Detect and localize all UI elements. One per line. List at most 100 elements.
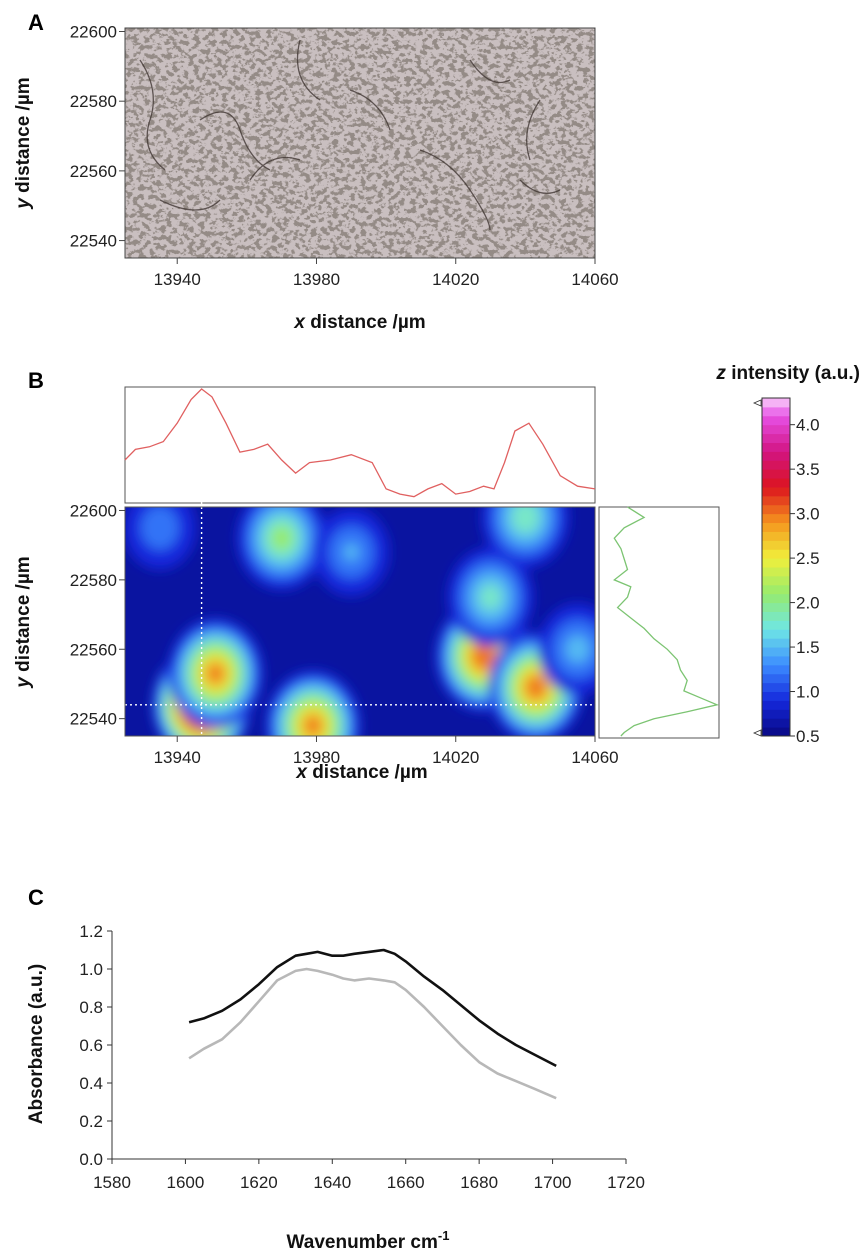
y-tick-label: 22540 [70,710,117,729]
heatmap-contour [207,664,224,683]
colorbar-band [762,620,790,630]
colorbar: z intensity (a.u.) 4.0 3.5 3.0 2.5 2.0 1.5 1.0… [715,363,860,746]
x-profile-line [124,388,596,498]
panel-b-y-axis-label: y distance /µm [13,556,34,688]
panel-a-x-axis-label: x distance /µm [293,312,425,333]
y-tick-label: 22580 [70,92,117,111]
colorbar-band [762,700,790,710]
x-tick-label: 13940 [154,270,201,289]
colorbar-band [762,406,790,417]
colorbar-band [762,727,790,737]
colorbar-band [762,575,790,586]
colorbar-band [762,549,790,559]
x-tick-label: 14020 [432,748,479,767]
x-tick-label: 13980 [293,270,340,289]
heatmap-contour [343,543,359,561]
y-tick-label: 22540 [70,232,117,251]
x-tick-label: 14060 [571,270,618,289]
colorbar-band [762,558,790,568]
colorbar-band [762,486,790,497]
heatmap-contour [479,584,502,611]
x-tick-label: 13940 [154,748,201,767]
panel-b-x-axis-label: x distance /µm [295,762,427,783]
colorbar-band [762,522,790,532]
colorbar-band [762,709,790,719]
heatmap-contour [526,676,546,699]
y-tick-label: 1.0 [79,960,103,979]
colorbar-min-marker [752,729,762,737]
x-tick-label: 1580 [93,1173,131,1192]
colorbar-band [762,584,790,595]
x-tick-label: 1720 [607,1173,645,1192]
y-tick-label: 22600 [70,501,117,520]
colorbar-tick-label: 0.5 [796,727,820,746]
y-profile-plot [598,506,720,739]
x-tick-label: 1660 [387,1173,425,1192]
colorbar-band [762,415,790,426]
colorbar-band [762,682,790,693]
panel-b-label: B [28,368,44,393]
colorbar-band [762,718,790,728]
colorbar-band [762,424,790,435]
heatmap-contour [472,643,495,670]
heatmap-contour [565,635,590,664]
colorbar-band [762,673,790,684]
colorbar-title: z intensity (a.u.) [715,363,860,384]
panel-c-label: C [28,885,44,910]
heatmap-contour [271,526,293,551]
colorbar-band [762,647,790,657]
x-tick-label: 1620 [240,1173,278,1192]
spectrum-line [188,948,557,1068]
y-tick-label: 1.2 [79,922,103,941]
x-profile-plot [124,386,596,504]
x-tick-label: 14060 [571,748,618,767]
y-profile-line [613,506,720,737]
colorbar-band [762,655,790,666]
colorbar-max-marker [752,399,762,407]
colorbar-tick-label: 1.0 [796,683,820,702]
colorbar-band [762,638,790,648]
colorbar-tick-label: 2.0 [796,594,820,613]
colorbar-band [762,504,790,515]
colorbar-band [762,495,790,506]
heatmap-contour [140,507,179,550]
y-tick-label: 22600 [70,22,117,41]
panel-c-y-axis-label: Absorbance (a.u.) [26,964,47,1124]
y-tick-label: 0.2 [79,1112,103,1131]
heatmap-contour [305,716,321,735]
x-tick-label: 1700 [534,1173,572,1192]
x-tick-label: 1640 [313,1173,351,1192]
colorbar-tick-label: 1.5 [796,638,820,657]
panel-c-axes: 1580 1600 1620 1640 1660 1680 1700 1720 0.0 0.2 0.… [79,922,645,1192]
colorbar-band [762,593,790,604]
colorbar-band [762,567,790,577]
panel-a-label: A [28,10,44,35]
x-tick-label: 1600 [167,1173,205,1192]
colorbar-band [762,691,790,701]
panel-c-x-axis-label: Wavenumber cm-1 [287,1228,450,1253]
colorbar-band [762,611,790,621]
colorbar-tick-label: 3.5 [796,460,820,479]
colorbar-band [762,469,790,479]
y-tick-label: 0.6 [79,1036,103,1055]
heatmap-contour [511,507,540,534]
panel-a-image [124,27,596,259]
y-tick-label: 0.0 [79,1150,103,1169]
y-tick-label: 0.8 [79,998,103,1017]
colorbar-band [762,664,790,675]
colorbar-band [762,531,790,541]
colorbar-band [762,460,790,470]
colorbar-band [762,629,790,639]
panel-b-axes: 13940 13980 14020 14060 22540 22560 22580 22600 [70,501,619,767]
panel-a-y-axis-label: y distance /µm [13,77,34,209]
heatmap [124,502,596,737]
colorbar-band [762,451,790,461]
x-tick-label: 13980 [293,748,340,767]
colorbar-band [762,433,790,443]
y-tick-label: 22580 [70,571,117,590]
panel-a-axes: 13940 13980 14020 14060 22540 22560 22580 22600 [70,22,619,289]
x-tick-label: 14020 [432,270,479,289]
colorbar-band [762,540,790,550]
colorbar-tick-label: 3.0 [796,505,820,524]
